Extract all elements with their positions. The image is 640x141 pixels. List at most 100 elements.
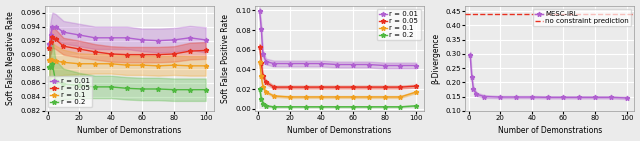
Y-axis label: Soft False Negative Rate: Soft False Negative Rate	[6, 11, 15, 105]
MESC-IRL	[607, 97, 614, 98]
Line: r = 0.1: r = 0.1	[47, 57, 208, 68]
Legend: r = 0.01, r = 0.05, r = 0.1, r = 0.2: r = 0.01, r = 0.05, r = 0.1, r = 0.2	[48, 76, 92, 107]
r = 0.2	[349, 106, 356, 108]
r = 0.1	[333, 96, 341, 98]
r = 0.05	[365, 86, 372, 88]
r = 0.1	[47, 59, 54, 60]
r = 0.01	[139, 39, 147, 41]
r = 0.2	[257, 98, 265, 100]
r = 0.2	[270, 106, 278, 108]
Y-axis label: Soft False Positive Rate: Soft False Positive Rate	[221, 14, 230, 103]
r = 0.05	[170, 53, 178, 55]
MESC-IRL	[497, 96, 504, 98]
r = 0.1	[301, 96, 309, 98]
r = 0.2	[123, 87, 131, 89]
r = 0.05	[270, 86, 278, 88]
r = 0.1	[60, 61, 67, 63]
r = 0.2	[47, 66, 54, 68]
r = 0.01	[381, 65, 388, 66]
r = 0.05	[396, 86, 404, 88]
r = 0.01	[286, 63, 294, 64]
r = 0.01	[257, 28, 265, 30]
r = 0.1	[412, 91, 420, 93]
Line: r = 0.05: r = 0.05	[257, 44, 419, 90]
r = 0.1	[270, 95, 278, 97]
r = 0.05	[262, 81, 270, 83]
MESC-IRL	[623, 97, 630, 99]
Y-axis label: β-Divergence: β-Divergence	[431, 33, 440, 84]
r = 0.2	[202, 89, 209, 91]
r = 0.1	[92, 63, 99, 65]
r = 0.1	[107, 63, 115, 65]
r = 0.05	[45, 47, 53, 49]
r = 0.05	[259, 75, 267, 77]
Line: r = 0.2: r = 0.2	[47, 62, 208, 92]
r = 0.05	[154, 54, 162, 55]
r = 0.1	[45, 59, 53, 61]
r = 0.01	[317, 63, 325, 64]
r = 0.1	[256, 61, 264, 62]
r = 0.05	[76, 48, 83, 50]
r = 0.2	[154, 88, 162, 90]
MESC-IRL	[467, 54, 474, 56]
r = 0.2	[262, 105, 270, 107]
r = 0.01	[49, 26, 56, 27]
r = 0.05	[317, 86, 325, 88]
Line: r = 0.05: r = 0.05	[47, 35, 208, 57]
r = 0.1	[381, 96, 388, 98]
r = 0.1	[76, 63, 83, 65]
MESC-IRL	[468, 76, 476, 77]
X-axis label: Number of Demonstrations: Number of Demonstrations	[287, 126, 392, 136]
MESC-IRL	[591, 97, 599, 98]
r = 0.2	[396, 106, 404, 108]
r = 0.2	[256, 88, 264, 90]
r = 0.1	[186, 65, 194, 67]
r = 0.1	[396, 96, 404, 98]
r = 0.05	[412, 85, 420, 87]
r = 0.1	[49, 59, 56, 60]
r = 0.01	[365, 64, 372, 65]
r = 0.1	[123, 64, 131, 66]
r = 0.01	[52, 26, 60, 27]
r = 0.1	[262, 91, 270, 93]
r = 0.01	[301, 63, 309, 64]
r = 0.1	[257, 75, 265, 77]
r = 0.01	[186, 37, 194, 39]
Line: r = 0.01: r = 0.01	[47, 24, 208, 47]
r = 0.1	[170, 64, 178, 66]
r = 0.01	[333, 64, 341, 65]
r = 0.01	[60, 31, 67, 33]
Line: r = 0.2: r = 0.2	[257, 87, 419, 109]
r = 0.01	[107, 37, 115, 39]
MESC-IRL	[481, 96, 488, 97]
r = 0.1	[202, 65, 209, 67]
r = 0.01	[262, 61, 270, 62]
r = 0.05	[186, 50, 194, 52]
Line: r = 0.1: r = 0.1	[257, 59, 419, 99]
r = 0.01	[123, 37, 131, 39]
r = 0.1	[317, 96, 325, 98]
X-axis label: Number of Demonstrations: Number of Demonstrations	[498, 126, 602, 136]
r = 0.2	[170, 89, 178, 91]
r = 0.01	[256, 11, 264, 12]
r = 0.05	[333, 86, 341, 88]
r = 0.01	[396, 65, 404, 66]
r = 0.05	[47, 41, 54, 43]
r = 0.2	[76, 85, 83, 86]
r = 0.1	[154, 65, 162, 67]
r = 0.05	[202, 50, 209, 51]
MESC-IRL	[470, 88, 477, 89]
r = 0.1	[365, 96, 372, 98]
r = 0.01	[45, 43, 53, 45]
r = 0.01	[412, 65, 420, 66]
r = 0.05	[52, 38, 60, 40]
r = 0.2	[412, 105, 420, 107]
r = 0.05	[257, 62, 265, 63]
r = 0.2	[333, 106, 341, 108]
r = 0.05	[107, 53, 115, 55]
r = 0.01	[170, 39, 178, 41]
r = 0.2	[52, 80, 60, 82]
r = 0.2	[365, 106, 372, 108]
Legend: r = 0.01, r = 0.05, r = 0.1, r = 0.2: r = 0.01, r = 0.05, r = 0.1, r = 0.2	[377, 9, 420, 40]
r = 0.01	[76, 34, 83, 36]
